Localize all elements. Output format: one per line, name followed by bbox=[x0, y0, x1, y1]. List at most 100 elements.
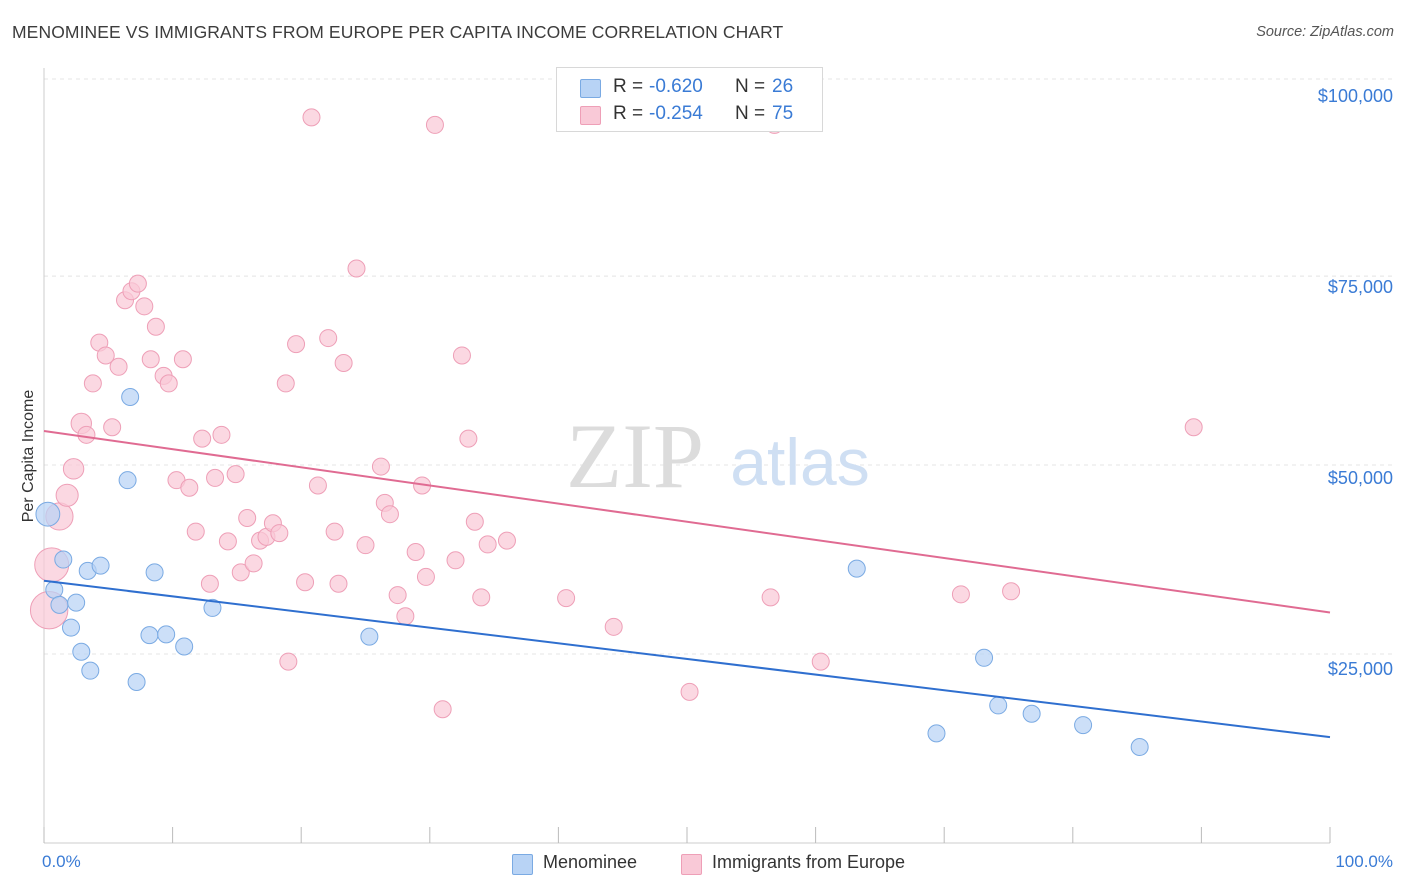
data-point[interactable] bbox=[975, 648, 994, 667]
trend-line-immigrants-from-europe bbox=[43, 430, 1331, 614]
data-point[interactable] bbox=[279, 652, 298, 671]
data-point[interactable] bbox=[55, 483, 79, 507]
data-point[interactable] bbox=[446, 551, 465, 570]
data-point[interactable] bbox=[193, 429, 212, 448]
data-point[interactable] bbox=[406, 542, 425, 561]
data-point[interactable] bbox=[380, 505, 399, 524]
data-point[interactable] bbox=[270, 524, 289, 543]
data-point[interactable] bbox=[141, 350, 160, 369]
data-point[interactable] bbox=[81, 661, 100, 680]
data-point[interactable] bbox=[951, 585, 970, 604]
data-point[interactable] bbox=[452, 346, 471, 365]
data-point[interactable] bbox=[91, 556, 110, 575]
data-point[interactable] bbox=[927, 724, 946, 743]
x-tick-label-left: 0.0% bbox=[42, 852, 81, 871]
data-point[interactable] bbox=[811, 652, 830, 671]
data-point[interactable] bbox=[360, 627, 379, 646]
data-point[interactable] bbox=[334, 354, 353, 373]
y-tick-label: $75,000 bbox=[1327, 277, 1393, 297]
data-point[interactable] bbox=[226, 465, 245, 484]
data-point[interactable] bbox=[244, 554, 263, 573]
data-point[interactable] bbox=[308, 476, 327, 495]
data-point[interactable] bbox=[238, 508, 257, 527]
stats-row-menominee: R = -0.620 N = 26 bbox=[557, 75, 822, 99]
data-point[interactable] bbox=[302, 108, 321, 127]
data-point[interactable] bbox=[140, 626, 159, 645]
data-point[interactable] bbox=[497, 531, 516, 550]
source-label: Source: ZipAtlas.com bbox=[1256, 24, 1394, 40]
data-point[interactable] bbox=[45, 580, 64, 599]
data-point[interactable] bbox=[557, 589, 576, 608]
data-point[interactable] bbox=[96, 346, 115, 365]
data-point[interactable] bbox=[1022, 704, 1041, 723]
y-tick-label: $25,000 bbox=[1327, 659, 1393, 679]
data-point[interactable] bbox=[127, 672, 146, 691]
data-point[interactable] bbox=[296, 573, 315, 592]
data-point[interactable] bbox=[218, 532, 237, 551]
data-point[interactable] bbox=[159, 374, 178, 393]
data-point[interactable] bbox=[83, 374, 102, 393]
data-point[interactable] bbox=[72, 642, 91, 661]
data-point[interactable] bbox=[478, 535, 497, 554]
data-point[interactable] bbox=[604, 617, 623, 636]
data-point[interactable] bbox=[212, 425, 231, 444]
data-point[interactable] bbox=[847, 559, 866, 578]
chart-title: MENOMINEE VS IMMIGRANTS FROM EUROPE PER … bbox=[12, 22, 784, 42]
data-point[interactable] bbox=[50, 595, 69, 614]
data-point[interactable] bbox=[989, 696, 1008, 715]
data-point[interactable] bbox=[186, 522, 205, 541]
data-point[interactable] bbox=[109, 357, 128, 376]
data-point[interactable] bbox=[200, 574, 219, 593]
data-point[interactable] bbox=[180, 478, 199, 497]
data-point[interactable] bbox=[67, 593, 86, 612]
data-point[interactable] bbox=[459, 429, 478, 448]
data-point[interactable] bbox=[472, 588, 491, 607]
stats-swatch-pink bbox=[580, 106, 601, 125]
data-point[interactable] bbox=[54, 550, 73, 569]
watermark: ZIP atlas bbox=[566, 405, 870, 507]
data-point[interactable] bbox=[128, 274, 147, 293]
data-point[interactable] bbox=[135, 297, 154, 316]
data-point[interactable] bbox=[465, 512, 484, 531]
data-point[interactable] bbox=[371, 457, 390, 476]
data-point[interactable] bbox=[145, 563, 164, 582]
legend-label: Immigrants from Europe bbox=[712, 852, 906, 872]
data-point[interactable] bbox=[761, 588, 780, 607]
correlation-stats-box: R = -0.620 N = 26 R = -0.254 N = 75 bbox=[556, 67, 823, 132]
data-point[interactable] bbox=[203, 598, 222, 617]
data-point[interactable] bbox=[121, 388, 140, 407]
data-point[interactable] bbox=[77, 425, 96, 444]
data-point[interactable] bbox=[231, 563, 250, 582]
data-point[interactable] bbox=[35, 501, 61, 527]
data-point[interactable] bbox=[416, 567, 435, 586]
data-point[interactable] bbox=[396, 607, 415, 626]
data-point[interactable] bbox=[325, 522, 344, 541]
legend-swatch-pink bbox=[681, 854, 702, 875]
data-point[interactable] bbox=[329, 574, 348, 593]
data-point[interactable] bbox=[62, 618, 81, 637]
data-point[interactable] bbox=[206, 468, 225, 487]
data-point[interactable] bbox=[1002, 582, 1021, 601]
data-point[interactable] bbox=[1130, 738, 1149, 757]
data-point[interactable] bbox=[157, 625, 176, 644]
data-point[interactable] bbox=[173, 350, 192, 369]
data-point[interactable] bbox=[347, 259, 366, 278]
data-point[interactable] bbox=[276, 374, 295, 393]
data-point[interactable] bbox=[118, 471, 137, 490]
data-point[interactable] bbox=[319, 329, 338, 348]
data-point[interactable] bbox=[425, 115, 444, 134]
data-point[interactable] bbox=[62, 458, 85, 480]
data-point[interactable] bbox=[680, 682, 699, 701]
data-point[interactable] bbox=[287, 335, 306, 354]
data-point[interactable] bbox=[356, 536, 375, 555]
data-point[interactable] bbox=[103, 418, 122, 437]
data-point[interactable] bbox=[1184, 418, 1203, 437]
data-point[interactable] bbox=[146, 317, 165, 336]
data-point[interactable] bbox=[1074, 716, 1093, 735]
n-value: 75 bbox=[772, 103, 794, 124]
data-point[interactable] bbox=[433, 700, 452, 719]
data-point[interactable] bbox=[175, 637, 194, 656]
watermark-atlas: atlas bbox=[730, 425, 869, 499]
data-point[interactable] bbox=[388, 586, 407, 605]
